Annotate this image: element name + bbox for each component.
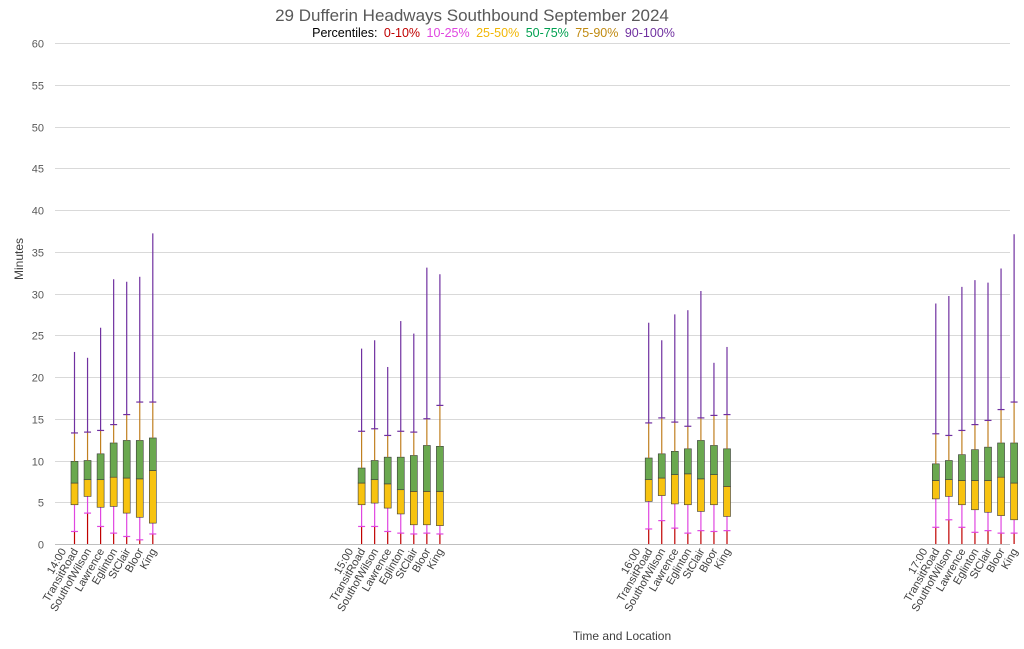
box-25-50-g2-southofwilson (657, 477, 666, 496)
legend-entry-0-10: 0-10% (383, 26, 421, 40)
box-25-50-g1-southofwilson (370, 479, 379, 504)
box-50-75-g0-bloor (135, 440, 144, 480)
box-25-50-g3-stclair (984, 480, 992, 513)
box-50-75-g3-king (1010, 442, 1018, 484)
box-25-50-g3-bloor (997, 476, 1005, 516)
box-25-50-g3-southofwilson (945, 479, 953, 497)
chart-title: 29 Dufferin Headways Southbound Septembe… (275, 6, 669, 25)
box-25-50-g3-lawrence (958, 480, 966, 506)
box-50-75-g2-transitroad (644, 457, 653, 481)
box-50-75-g1-southofwilson (370, 460, 379, 481)
y-tick-label-35: 35 (32, 248, 44, 260)
box-50-75-g0-southofwilson (83, 460, 92, 481)
box-50-75-g2-lawrence (670, 451, 679, 475)
box-25-50-g2-bloor (710, 474, 718, 506)
box-25-50-g2-stclair (697, 478, 705, 512)
box-25-50-g2-lawrence (670, 474, 679, 505)
x-axis-label: Time and Location (572, 629, 672, 643)
box-50-75-g2-stclair (697, 440, 705, 480)
box-50-75-g3-southofwilson (945, 460, 953, 481)
y-tick-label-0: 0 (38, 540, 44, 552)
y-tick-label-55: 55 (32, 81, 44, 93)
box-25-50-g1-stclair (409, 491, 418, 526)
y-tick-label-20: 20 (32, 373, 44, 385)
box-50-75-g0-eglinton (109, 442, 118, 478)
box-50-75-g1-king (436, 446, 444, 492)
y-tick-label-60: 60 (32, 39, 44, 51)
box-50-75-g1-bloor (423, 445, 431, 492)
box-25-50-g1-eglinton (396, 489, 405, 515)
legend-entry-25-50: 25-50% (476, 26, 520, 40)
box-50-75-g1-lawrence (383, 456, 392, 485)
box-25-50-g0-stclair (122, 477, 131, 514)
box-25-50-g2-king (723, 486, 731, 517)
box-50-75-g0-king (149, 437, 157, 471)
y-tick-label-15: 15 (32, 415, 44, 427)
legend-entry-10-25: 10-25% (426, 26, 470, 40)
box-25-50-g2-eglinton (684, 473, 692, 506)
box-50-75-g3-eglinton (971, 449, 979, 481)
box-50-75-g1-eglinton (396, 456, 405, 491)
box-25-50-g1-lawrence (383, 483, 392, 509)
y-tick-label-40: 40 (32, 206, 44, 218)
box-25-50-g0-king (149, 470, 157, 524)
box-50-75-g0-lawrence (96, 453, 105, 481)
box-25-50-g0-lawrence (96, 479, 105, 508)
y-tick-label-25: 25 (32, 331, 44, 343)
box-25-50-g3-king (1010, 482, 1018, 521)
legend-prefix: Percentiles: (312, 26, 378, 40)
box-25-50-g1-king (436, 491, 444, 526)
y-tick-label-45: 45 (32, 164, 44, 176)
box-25-50-g0-bloor (135, 478, 144, 518)
box-25-50-g3-eglinton (971, 480, 979, 511)
box-50-75-g1-transitroad (357, 467, 366, 484)
box-25-50-g0-transitroad (70, 482, 79, 506)
box-50-75-g0-stclair (122, 440, 131, 479)
box-50-75-g3-transitroad (931, 463, 940, 481)
box-25-50-g2-transitroad (644, 479, 653, 502)
box-50-75-g2-eglinton (684, 448, 692, 475)
box-50-75-g0-transitroad (70, 461, 79, 484)
chart-legend: Percentiles: 0-10% 10-25% 25-50% 50-75% … (0, 26, 984, 40)
box-50-75-g2-bloor (710, 445, 718, 475)
y-tick-label-10: 10 (32, 457, 44, 469)
y-axis-label: Minutes (12, 237, 26, 280)
legend-entry-90-100: 90-100% (624, 26, 675, 40)
box-50-75-g3-lawrence (958, 454, 966, 481)
y-tick-label-50: 50 (32, 123, 44, 135)
box-50-75-g2-southofwilson (657, 453, 666, 479)
legend-entry-75-90: 75-90% (575, 26, 619, 40)
legend-entry-50-75: 50-75% (525, 26, 569, 40)
box-50-75-g3-stclair (984, 446, 992, 481)
box-50-75-g3-bloor (997, 442, 1005, 478)
box-25-50-g0-eglinton (109, 476, 118, 507)
y-tick-label-5: 5 (38, 498, 44, 510)
box-25-50-g1-bloor (423, 491, 431, 526)
box-25-50-g3-transitroad (931, 480, 940, 500)
box-50-75-g2-king (723, 448, 731, 487)
box-25-50-g0-southofwilson (83, 479, 92, 497)
box-25-50-g1-transitroad (357, 482, 366, 506)
y-tick-label-30: 30 (32, 290, 44, 302)
box-50-75-g1-stclair (409, 455, 418, 492)
